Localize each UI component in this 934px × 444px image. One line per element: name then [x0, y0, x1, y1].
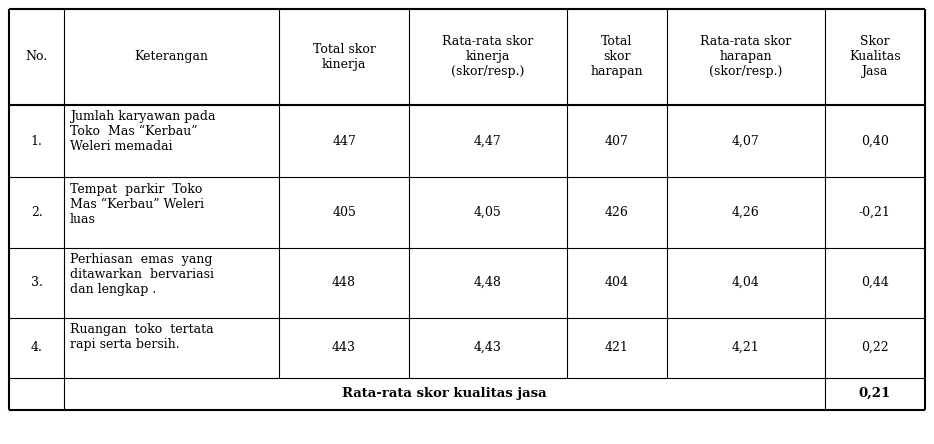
Text: 0,21: 0,21 [858, 387, 891, 400]
Text: 0,40: 0,40 [861, 135, 888, 147]
Text: 426: 426 [605, 206, 629, 219]
Text: 0,22: 0,22 [861, 341, 888, 354]
Text: 4,21: 4,21 [732, 341, 759, 354]
Text: 2.: 2. [31, 206, 43, 219]
Text: 4,48: 4,48 [474, 276, 502, 289]
Text: Ruangan  toko  tertata
rapi serta bersih.: Ruangan toko tertata rapi serta bersih. [70, 323, 214, 351]
Text: 407: 407 [605, 135, 629, 147]
Text: 421: 421 [605, 341, 629, 354]
Text: Total
skor
harapan: Total skor harapan [590, 36, 644, 78]
Text: 4,05: 4,05 [474, 206, 502, 219]
Text: 4,07: 4,07 [732, 135, 759, 147]
Text: Tempat  parkir  Toko
Mas “Kerbau” Weleri
luas: Tempat parkir Toko Mas “Kerbau” Weleri l… [70, 182, 204, 226]
Text: No.: No. [26, 50, 48, 63]
Text: 1.: 1. [31, 135, 43, 147]
Text: 4,47: 4,47 [474, 135, 502, 147]
Text: Perhiasan  emas  yang
ditawarkan  bervariasi
dan lengkap .: Perhiasan emas yang ditawarkan bervarias… [70, 253, 214, 296]
Text: 447: 447 [333, 135, 356, 147]
Text: Total skor
kinerja: Total skor kinerja [313, 43, 375, 71]
Text: 0,44: 0,44 [861, 276, 888, 289]
Text: Jumlah karyawan pada
Toko  Mas “Kerbau”
Weleri memadai: Jumlah karyawan pada Toko Mas “Kerbau” W… [70, 110, 216, 153]
Text: 4,43: 4,43 [474, 341, 502, 354]
Text: 4,26: 4,26 [732, 206, 759, 219]
Text: Skor
Kualitas
Jasa: Skor Kualitas Jasa [849, 36, 900, 78]
Text: 443: 443 [333, 341, 356, 354]
Text: -0,21: -0,21 [858, 206, 891, 219]
Text: 4.: 4. [31, 341, 43, 354]
Text: Rata-rata skor
harapan
(skor/resp.): Rata-rata skor harapan (skor/resp.) [700, 36, 791, 78]
Text: 448: 448 [333, 276, 356, 289]
Text: Rata-rata skor
kinerja
(skor/resp.): Rata-rata skor kinerja (skor/resp.) [443, 36, 533, 78]
Text: 4,04: 4,04 [732, 276, 759, 289]
Text: 3.: 3. [31, 276, 43, 289]
Text: Rata-rata skor kualitas jasa: Rata-rata skor kualitas jasa [342, 387, 546, 400]
Text: Keterangan: Keterangan [134, 50, 208, 63]
Text: 404: 404 [605, 276, 629, 289]
Text: 405: 405 [333, 206, 356, 219]
